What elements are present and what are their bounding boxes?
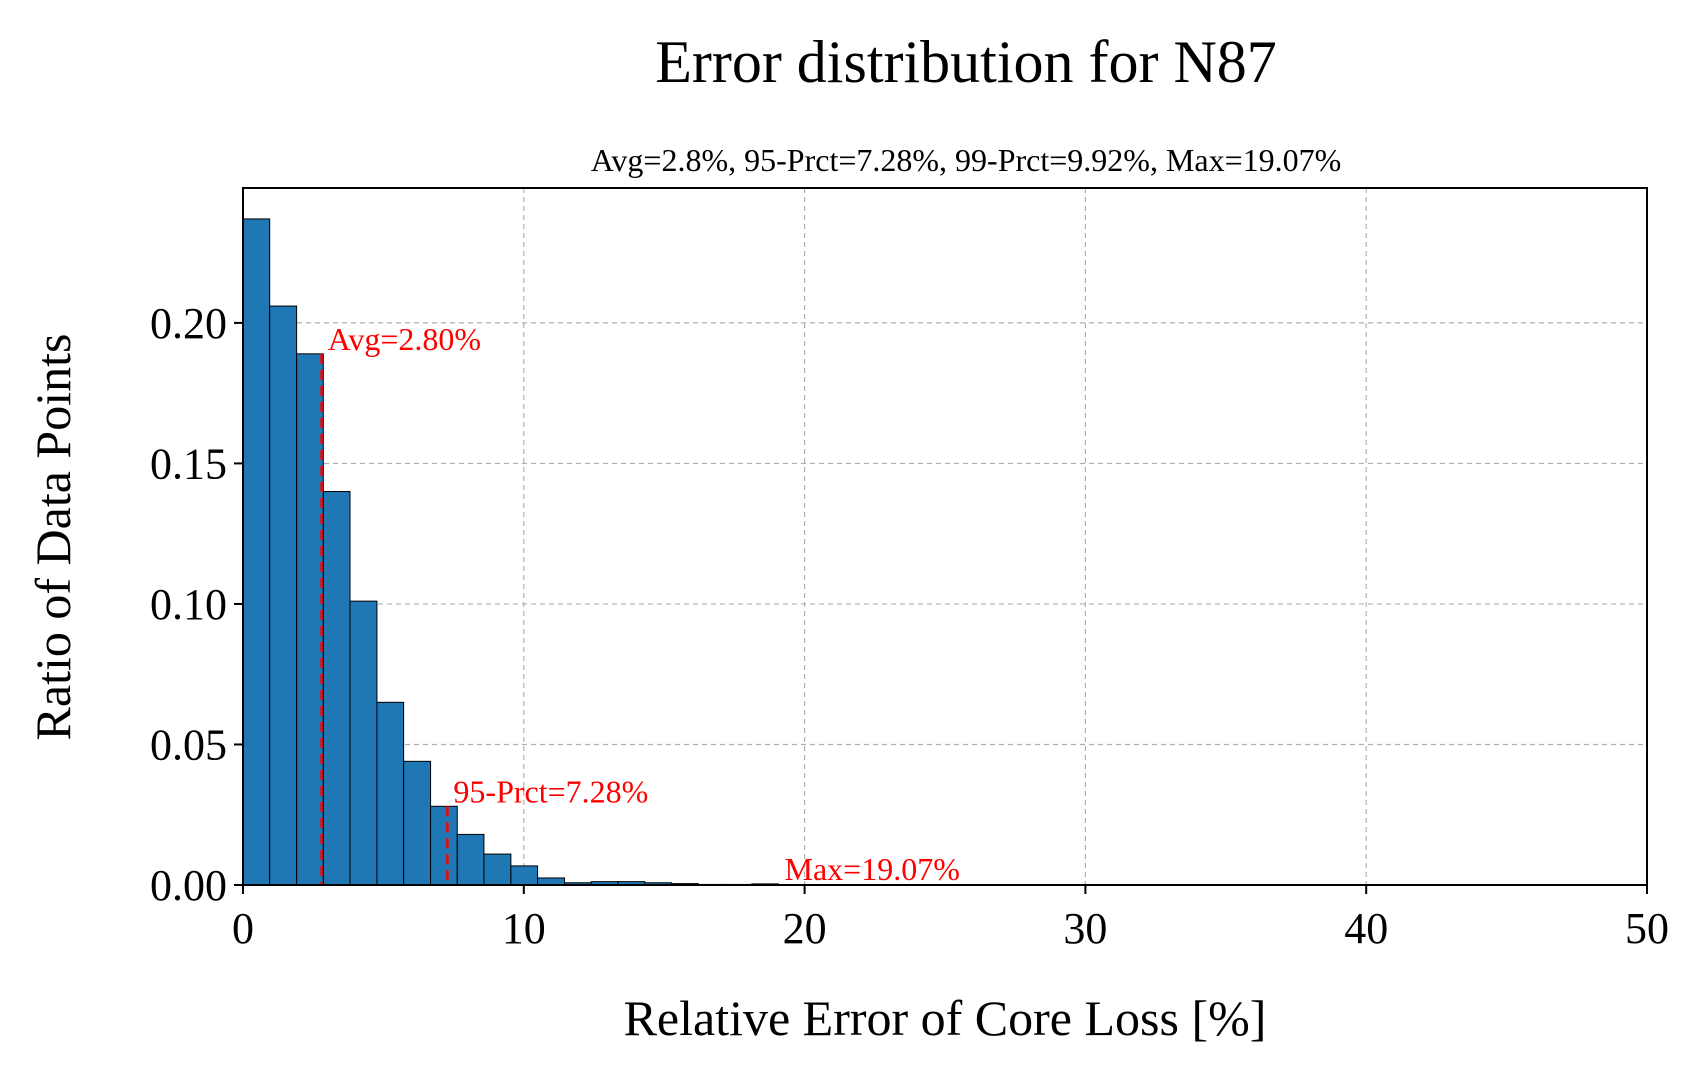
- x-tick-label: 10: [502, 904, 546, 953]
- histogram-bar: [483, 853, 512, 886]
- x-tick-label: 20: [783, 904, 827, 953]
- histogram-bar: [430, 805, 458, 886]
- histogram-bars: [242, 218, 779, 886]
- x-tick-label: 30: [1063, 904, 1107, 953]
- y-tick-label: 0.15: [150, 439, 227, 488]
- annotation-label: Max=19.07%: [784, 851, 959, 887]
- y-tick-label: 0.05: [150, 720, 227, 769]
- histogram-bar: [376, 701, 405, 886]
- annotation-markers: Avg=2.80% 95-Prct=7.28% Max=19.07%: [320, 321, 960, 887]
- plot-frame: [242, 187, 1648, 886]
- histogram-bar: [322, 491, 351, 886]
- histogram-bar: [403, 760, 432, 886]
- histogram-bar: [242, 218, 271, 886]
- x-axis-label: Relative Error of Core Loss [%]: [624, 990, 1267, 1046]
- histogram-bar: [510, 865, 539, 886]
- chart-title: Error distribution for N87: [655, 29, 1277, 95]
- x-tick-label: 0: [232, 904, 254, 953]
- y-axis-label: Ratio of Data Points: [25, 334, 81, 741]
- x-tick-label: 50: [1625, 904, 1669, 953]
- grid-lines: [243, 188, 1647, 885]
- x-tick-label: 40: [1344, 904, 1388, 953]
- histogram-bar: [269, 305, 298, 886]
- histogram-bar: [537, 877, 566, 886]
- y-tick-label: 0.00: [150, 861, 227, 910]
- histogram-bar: [296, 353, 324, 886]
- annotation-label: 95-Prct=7.28%: [453, 773, 648, 809]
- y-tick-label: 0.10: [150, 580, 227, 629]
- histogram-bar: [349, 600, 378, 886]
- chart-subtitle: Avg=2.8%, 95-Prct=7.28%, 99-Prct=9.92%, …: [591, 142, 1342, 178]
- y-tick-label: 0.20: [150, 299, 227, 348]
- histogram-bar: [456, 833, 485, 886]
- axis-ticks: 0 10 20 30 40 50 0.00 0.05 0.10 0.15 0.20: [150, 299, 1669, 953]
- annotation-label: Avg=2.80%: [328, 321, 481, 357]
